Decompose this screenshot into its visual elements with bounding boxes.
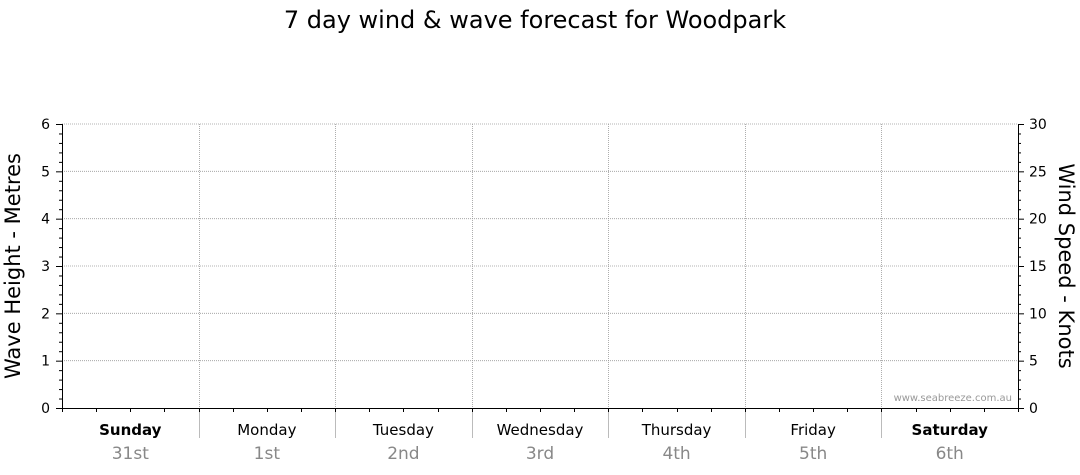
- grid: [62, 123, 1018, 438]
- right-tick-label: 0: [1029, 401, 1038, 417]
- day-label: Monday: [237, 421, 296, 439]
- date-label: 4th: [662, 444, 690, 464]
- right-axis-title: Wind Speed - Knots: [1054, 163, 1078, 368]
- right-tick-label: 5: [1029, 354, 1038, 370]
- day-label: Friday: [790, 421, 836, 439]
- day-label: Thursday: [641, 421, 712, 439]
- left-tick-label: 4: [41, 212, 50, 228]
- chart-title: 7 day wind & wave forecast for Woodpark: [284, 6, 786, 34]
- right-tick-label: 15: [1029, 259, 1047, 275]
- right-tick-label: 20: [1029, 212, 1047, 228]
- date-label: 31st: [112, 444, 149, 464]
- right-tick-label: 25: [1029, 164, 1047, 180]
- date-label: 5th: [799, 444, 827, 464]
- watermark: www.seabreeze.com.au: [894, 393, 1012, 404]
- day-label: Tuesday: [372, 421, 434, 439]
- left-tick-label: 5: [41, 164, 50, 180]
- date-label: 2nd: [387, 444, 419, 464]
- left-axis-title: Wave Height - Metres: [1, 153, 25, 379]
- left-tick-label: 0: [41, 401, 50, 417]
- right-tick-label: 30: [1029, 117, 1047, 133]
- date-label: 3rd: [526, 444, 554, 464]
- left-tick-label: 6: [41, 117, 50, 133]
- date-label: 1st: [254, 444, 281, 464]
- date-label: 6th: [936, 444, 964, 464]
- day-label: Wednesday: [497, 421, 584, 439]
- left-tick-label: 1: [41, 354, 50, 370]
- day-label: Sunday: [99, 421, 162, 439]
- right-tick-label: 10: [1029, 306, 1047, 322]
- day-label: Saturday: [912, 421, 989, 439]
- left-tick-label: 3: [41, 259, 50, 275]
- axis-labels: 0 1 2 3 4 5 6 0 5 10 15 20 25 30 Sunday 31st Monday 1st Tu…: [41, 117, 1047, 464]
- left-tick-label: 2: [41, 306, 50, 322]
- axes: [56, 124, 1024, 412]
